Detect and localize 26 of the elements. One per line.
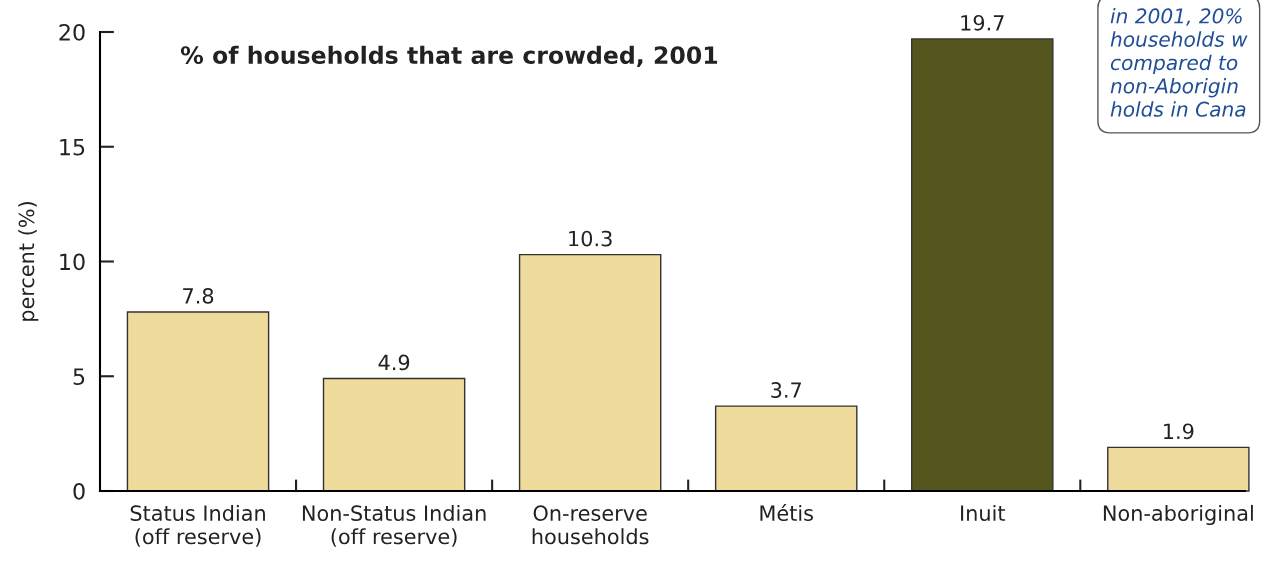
x-tick-label: Status Indian (off reserve) [130, 504, 265, 547]
y-tick-label: 5 [73, 368, 85, 386]
x-tick-label: Métis [760, 504, 813, 522]
y-tick-label: 15 [60, 138, 85, 156]
data-label: 3.7 [771, 382, 801, 398]
y-tick-label: 20 [59, 23, 85, 41]
x-tick-label: Non-Status Indian (off reserve) [302, 504, 486, 547]
y-tick-label: 10 [60, 253, 85, 271]
data-label: 4.9 [378, 354, 410, 371]
y-axis-title: percent (%) [18, 202, 39, 321]
data-label: 19.7 [961, 14, 1004, 31]
x-tick-label: On-reserve households [532, 505, 649, 545]
data-label: 7.8 [183, 288, 214, 304]
bar [714, 405, 858, 492]
annotation: in 2001, 20% households w compared to non-Aborigin holds in Cana [1110, 8, 1248, 117]
bar [911, 38, 1054, 492]
x-tick-label: Non-aboriginal [1103, 504, 1253, 526]
bar [518, 253, 662, 492]
text: % of households that are crowded, 2001 [180, 45, 718, 68]
y-tick-label: 0 [73, 482, 85, 500]
data-label: 1.9 [1164, 423, 1194, 440]
bar [126, 311, 270, 492]
bar [1107, 446, 1250, 492]
bar [322, 377, 466, 492]
data-label: 10.3 [569, 230, 612, 247]
x-tick-label: Inuit [961, 504, 1006, 522]
